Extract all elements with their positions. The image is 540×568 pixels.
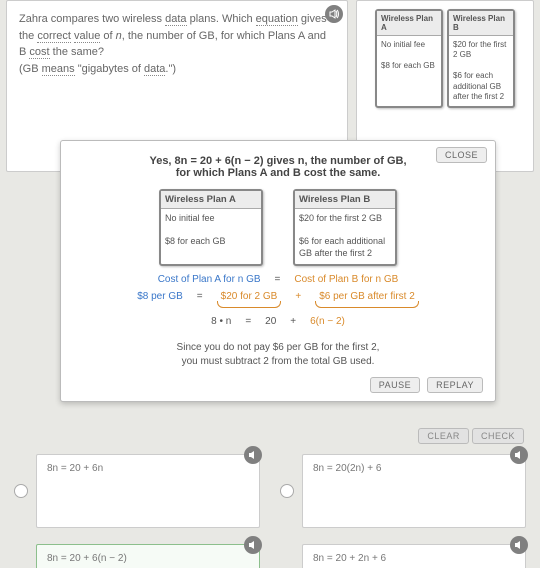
answer-option-1[interactable]: 8n = 20 + 6n xyxy=(14,454,260,528)
audio-icon[interactable] xyxy=(244,446,262,464)
plan-a-card: Wireless Plan A No initial fee$8 for eac… xyxy=(375,9,443,108)
explanation-panel: CLOSE Yes, 8n = 20 + 6(n − 2) gives n, t… xyxy=(60,140,496,402)
replay-button[interactable]: REPLAY xyxy=(427,377,483,393)
radio-icon[interactable] xyxy=(14,484,28,498)
answer-option-4[interactable]: 8n = 20 + 2n + 6 xyxy=(280,544,526,568)
term-cost[interactable]: cost xyxy=(29,46,49,59)
answer-text: 8n = 20 + 6(n − 2) xyxy=(47,553,127,564)
answer-option-3[interactable]: 8n = 20 + 6(n − 2) xyxy=(14,544,260,568)
explanation-footer: Since you do not pay $6 per GB for the f… xyxy=(73,341,483,369)
clear-button[interactable]: CLEAR xyxy=(418,428,469,444)
term-value[interactable]: value xyxy=(74,30,100,43)
pause-button[interactable]: PAUSE xyxy=(370,377,420,393)
equation-values: 8 • n = 20 + 6(n − 2) xyxy=(73,316,483,327)
term-means[interactable]: means xyxy=(42,63,75,76)
explain-plan-a: Wireless Plan A No initial fee$8 for eac… xyxy=(159,189,263,266)
question-text: Zahra compares two wireless data plans. … xyxy=(19,11,335,77)
term-data[interactable]: data xyxy=(165,13,186,26)
close-button[interactable]: CLOSE xyxy=(436,147,487,163)
explain-plan-b: Wireless Plan B $20 for the first 2 GB$6… xyxy=(293,189,397,266)
answer-text: 8n = 20 + 6n xyxy=(47,463,103,474)
explanation-title: Yes, 8n = 20 + 6(n − 2) gives n, the num… xyxy=(73,155,483,179)
audio-icon[interactable] xyxy=(510,446,528,464)
radio-icon[interactable] xyxy=(280,484,294,498)
term-equation[interactable]: equation xyxy=(256,13,298,26)
equation-labels: Cost of Plan A for n GB = Cost of Plan B… xyxy=(73,274,483,285)
audio-icon[interactable] xyxy=(510,536,528,554)
term-correct[interactable]: correct xyxy=(37,30,71,43)
answer-text: 8n = 20 + 2n + 6 xyxy=(313,553,386,564)
term-data2[interactable]: data xyxy=(144,63,165,76)
plan-b-card: Wireless Plan B $20 for the first 2 GB$6… xyxy=(447,9,515,108)
audio-icon[interactable] xyxy=(325,5,343,23)
equation-terms: $8 per GB = $20 for 2 GB + $6 per GB aft… xyxy=(73,291,483,302)
audio-icon[interactable] xyxy=(244,536,262,554)
check-button[interactable]: CHECK xyxy=(472,428,524,444)
answer-text: 8n = 20(2n) + 6 xyxy=(313,463,381,474)
answer-option-2[interactable]: 8n = 20(2n) + 6 xyxy=(280,454,526,528)
